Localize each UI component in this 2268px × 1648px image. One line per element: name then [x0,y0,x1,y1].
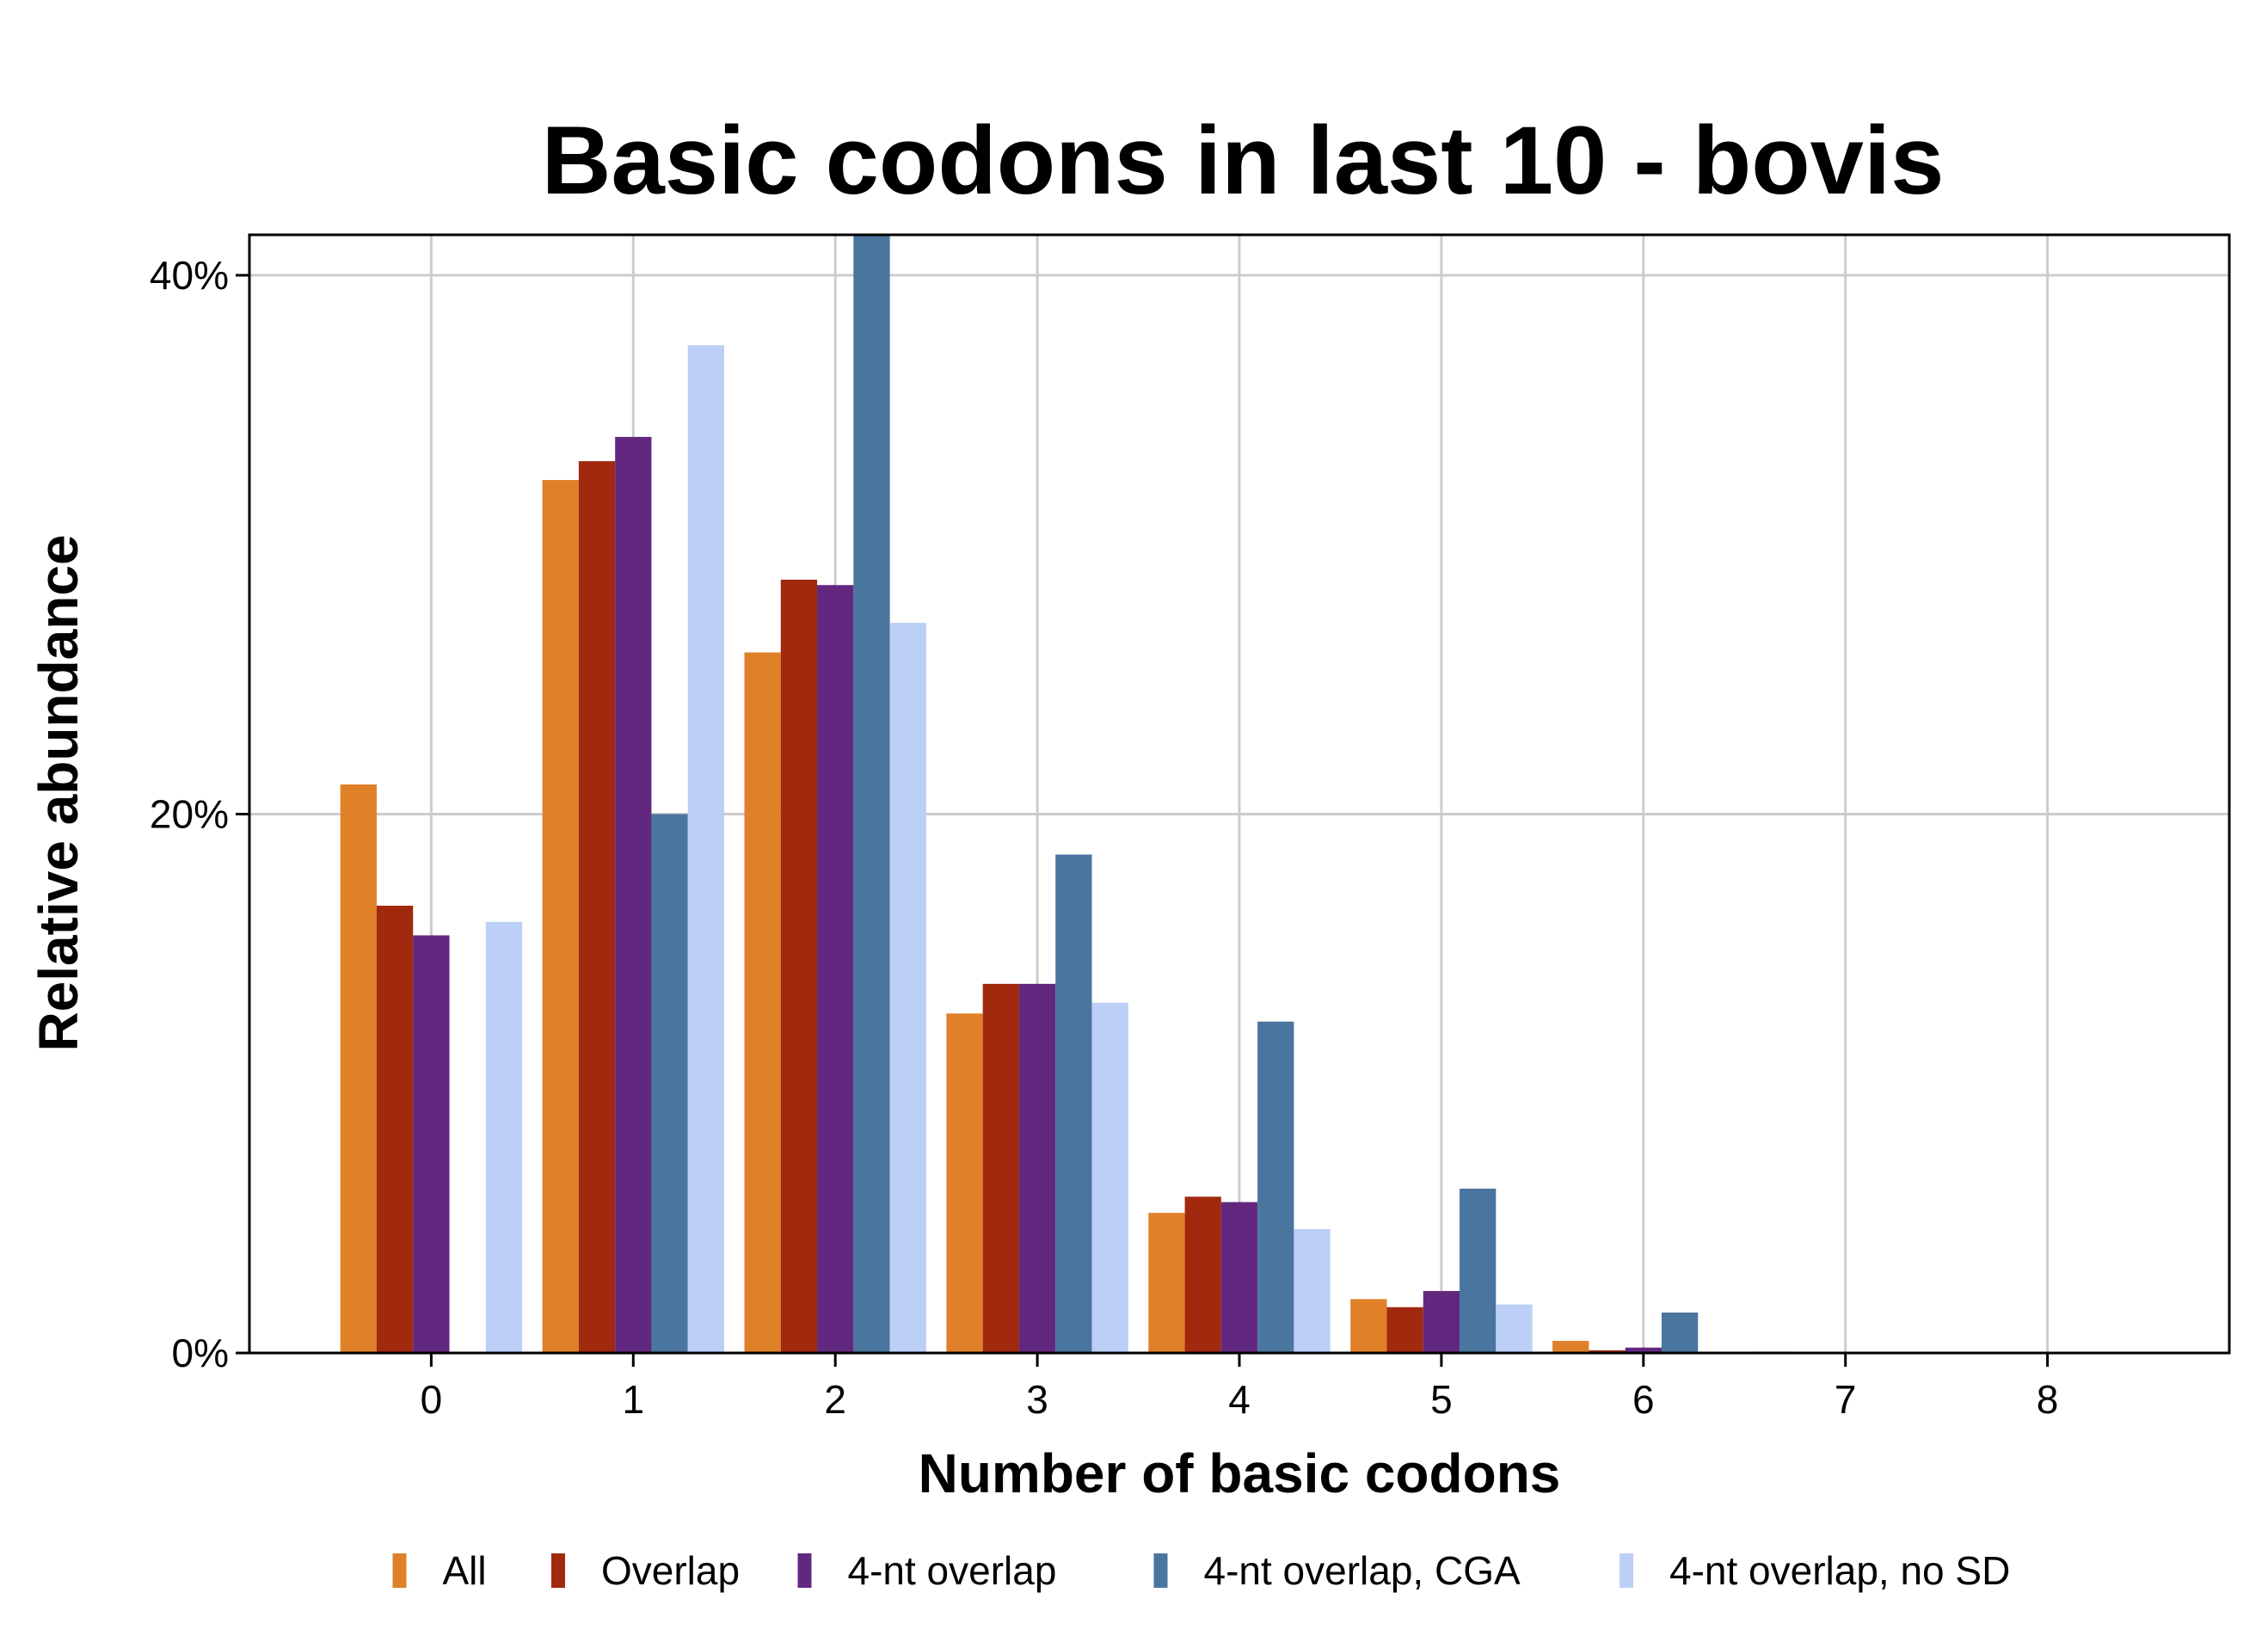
bar-4-nt-overlap-cga-5 [1460,1188,1497,1353]
bars [340,235,1792,1354]
bar-4-nt-overlap-0 [413,935,450,1353]
x-tick-label: 3 [1026,1377,1048,1422]
y-tick-label: 40% [150,253,229,298]
bar-all-3 [946,1013,983,1353]
chart-title: Basic codons in last 10 - bovis [542,107,1945,214]
bar-4-nt-overlap-1 [615,436,652,1354]
y-axis-title: Relative abundance [28,534,89,1051]
bar-4-nt-overlap-no-sd-0 [485,921,523,1353]
bar-4-nt-overlap-no-sd-2 [889,623,926,1353]
bar-overlap-6 [1589,1350,1626,1353]
legend-label: 4-nt overlap, no SD [1669,1548,2010,1593]
bar-4-nt-overlap-cga-1 [651,814,688,1353]
y-tick-label: 0% [172,1331,229,1375]
bar-4-nt-overlap-cga-3 [1055,854,1092,1353]
bar-all-0 [340,784,377,1353]
x-tick-label: 0 [421,1377,443,1422]
y-tick-label: 20% [150,791,229,836]
bar-4-nt-overlap-no-sd-5 [1496,1304,1533,1353]
x-tick-label: 2 [824,1377,846,1422]
axis-ticks: 0% 20% 40% 0 1 2 3 4 5 6 7 8 [150,253,2058,1422]
bar-4-nt-overlap-6 [1625,1347,1662,1353]
x-tick-label: 4 [1228,1377,1251,1422]
legend-label: Overlap [601,1548,740,1593]
legend-key-4-nt-overlap [797,1553,812,1588]
bar-4-nt-overlap-4 [1220,1202,1258,1353]
bar-overlap-2 [780,579,818,1353]
bar-all-4 [1148,1213,1185,1353]
x-tick-label: 1 [623,1377,645,1422]
bar-all-6 [1552,1340,1589,1353]
bar-overlap-0 [376,906,414,1353]
bar-all-1 [542,480,579,1353]
legend: All Overlap 4-nt overlap 4-nt overlap, CGA 4… [392,1548,2010,1593]
x-tick-label: 6 [1632,1377,1655,1422]
x-tick-label: 5 [1430,1377,1453,1422]
bar-overlap-1 [578,461,616,1353]
bar-overlap-4 [1184,1196,1221,1353]
x-tick-label: 7 [1835,1377,1857,1422]
x-axis-title: Number of basic codons [919,1442,1561,1504]
bar-4-nt-overlap-cga-4 [1257,1021,1294,1353]
bar-4-nt-overlap-2 [817,585,854,1353]
legend-key-all [392,1553,407,1588]
bar-overlap-5 [1386,1307,1423,1353]
legend-key-4-nt-overlap-no-sd [1620,1553,1633,1588]
bar-all-5 [1350,1299,1387,1353]
legend-label: 4-nt overlap, CGA [1204,1548,1521,1593]
legend-key-4-nt-overlap-cga [1153,1553,1168,1588]
bar-4-nt-overlap-cga-6 [1661,1313,1699,1353]
bar-4-nt-overlap-no-sd-1 [687,345,725,1354]
bar-4-nt-overlap-no-sd-3 [1091,1002,1128,1353]
bar-4-nt-overlap-5 [1423,1290,1460,1353]
legend-key-overlap [551,1553,565,1588]
x-tick-label: 8 [2037,1377,2059,1422]
bar-4-nt-overlap-no-sd-4 [1294,1228,1331,1353]
bar-overlap-3 [982,983,1019,1353]
bar-4-nt-overlap-3 [1018,983,1056,1353]
bar-4-nt-overlap-cga-2 [853,235,890,1353]
legend-label: 4-nt overlap [848,1548,1057,1593]
bar-all-2 [744,652,781,1353]
legend-label: All [443,1548,487,1593]
